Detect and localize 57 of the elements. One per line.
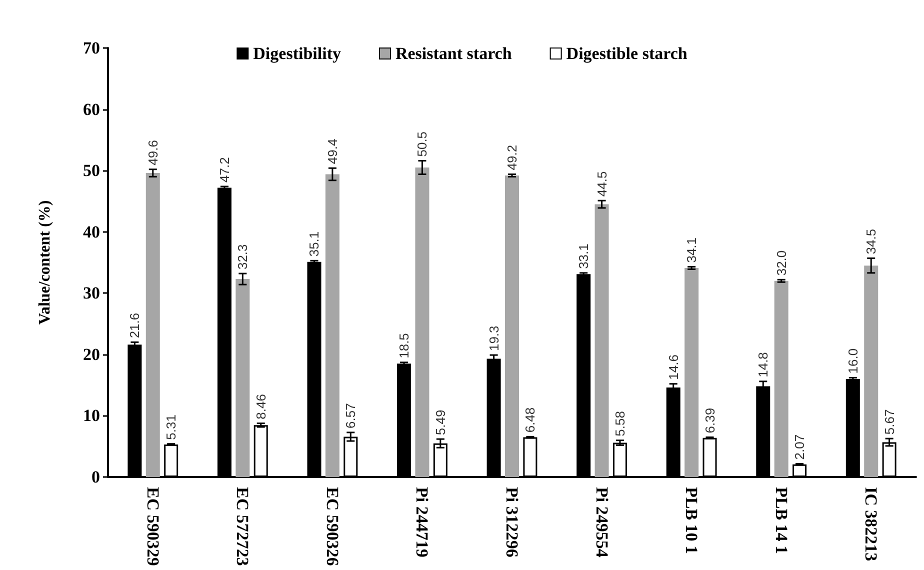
x-tick-label: Pi 249554: [592, 487, 612, 558]
y-tick-label: 10: [83, 406, 100, 426]
bar: [505, 175, 519, 477]
x-tick-label: IC 382213: [862, 487, 881, 562]
y-tick-label: 20: [83, 344, 100, 364]
data-label: 6.57: [343, 403, 358, 428]
data-label: 33.1: [576, 244, 592, 269]
data-label: 8.46: [253, 394, 268, 420]
bar: [236, 279, 250, 477]
y-tick-label: 40: [83, 222, 100, 242]
data-label: 32.3: [235, 244, 250, 270]
data-label: 18.5: [396, 333, 412, 358]
y-tick-label: 70: [83, 38, 100, 58]
data-label: 34.1: [684, 237, 700, 263]
y-axis-title: Value/content (%): [36, 200, 54, 325]
data-label: 47.2: [216, 157, 232, 183]
data-label: 35.1: [306, 231, 322, 257]
data-label: 14.8: [756, 352, 771, 378]
legend-label: Digestibility: [253, 44, 342, 63]
data-label: 49.6: [145, 140, 160, 166]
x-tick-label: PLB 10 1: [682, 487, 702, 554]
y-tick-label: 0: [92, 468, 100, 486]
data-label: 5.49: [432, 410, 448, 436]
data-label: 44.5: [594, 171, 610, 197]
data-label: 14.6: [666, 354, 681, 380]
data-label: 49.2: [504, 144, 520, 170]
legend-label: Resistant starch: [395, 44, 512, 63]
data-label: 5.31: [164, 414, 179, 440]
bar: [684, 268, 699, 477]
data-label: 49.4: [324, 138, 340, 164]
y-tick-label: 30: [83, 284, 100, 303]
y-tick-label: 50: [83, 161, 100, 180]
x-tick-label: Pi 244719: [412, 487, 432, 558]
x-tick-label: EC 572723: [233, 487, 252, 566]
bar: [864, 266, 878, 477]
bar: [594, 204, 609, 477]
data-label: 5.58: [612, 411, 628, 436]
data-label: 32.0: [774, 250, 789, 276]
data-label: 2.07: [792, 434, 808, 460]
data-label: 6.39: [702, 408, 718, 434]
data-label: 21.6: [127, 312, 142, 338]
bar: [774, 280, 788, 477]
y-tick-label: 60: [83, 100, 100, 119]
legend-label: Digestible starch: [566, 44, 688, 63]
data-label: 5.67: [882, 409, 897, 435]
x-tick-label: PLB 14 1: [772, 487, 791, 554]
x-tick-label: EC 590326: [322, 487, 342, 566]
bar: [325, 174, 340, 477]
data-label: 16.0: [845, 348, 860, 374]
bar: [146, 173, 160, 477]
x-tick-label: Pi 312296: [502, 487, 522, 558]
data-label: 6.48: [522, 407, 538, 433]
data-label: 19.3: [486, 326, 502, 352]
data-label: 34.5: [864, 228, 879, 254]
x-tick-label: EC 590329: [143, 487, 162, 566]
bar: [415, 168, 430, 477]
data-label: 50.5: [414, 131, 430, 157]
